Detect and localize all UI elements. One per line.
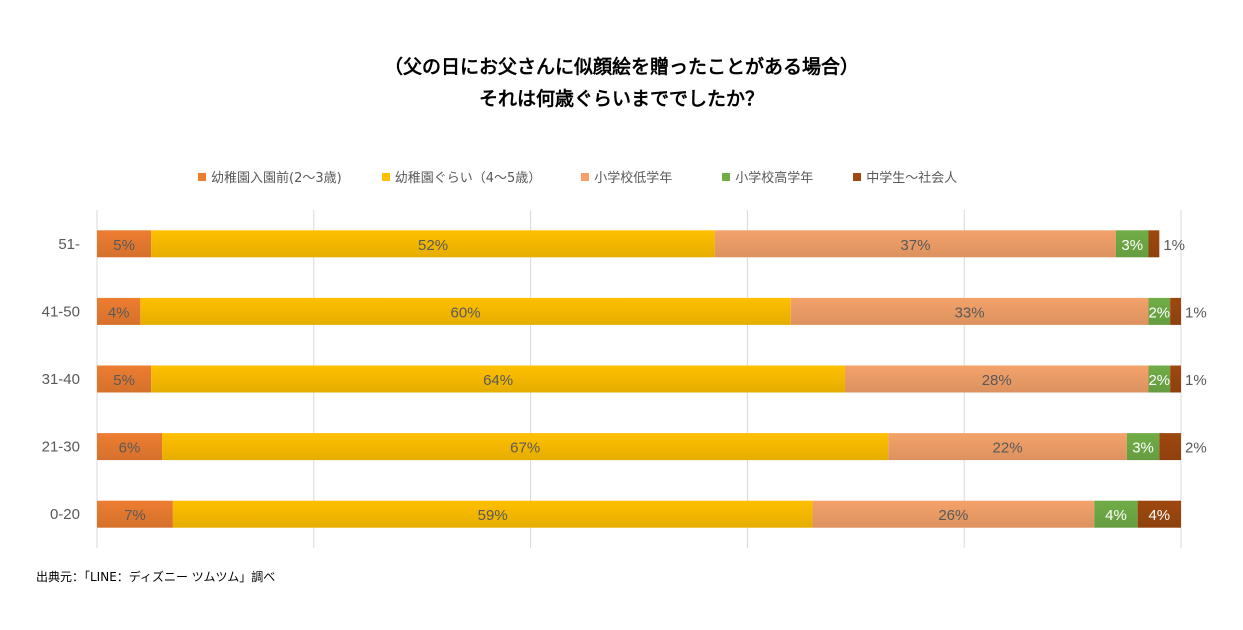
data-label: 59% xyxy=(478,507,508,524)
legend-item: 小学校低学年 xyxy=(581,167,672,186)
legend-label: 幼稚園入園前(2～3歳) xyxy=(211,171,342,186)
data-label: 64% xyxy=(483,372,513,389)
bar-segment xyxy=(172,500,813,528)
bar-segment xyxy=(1148,297,1171,325)
bar-segment xyxy=(140,297,791,325)
bar-segment xyxy=(1148,230,1160,258)
data-label: 2% xyxy=(1148,372,1170,389)
data-label: 52% xyxy=(418,237,448,254)
data-label: 4% xyxy=(1148,507,1170,524)
legend-swatch xyxy=(581,172,590,181)
legend-swatch xyxy=(853,172,862,181)
legend: 幼稚園入園前(2～3歳) 幼稚園ぐらい（4～5歳） 小学校低学年 小学校高学年 中学生～… xyxy=(198,167,957,186)
data-label: 22% xyxy=(993,440,1023,457)
chart-title-line1: （父の日にお父さんに似顔絵を贈ったことがある場合） xyxy=(383,56,859,78)
bar-segment xyxy=(888,433,1127,461)
category-label: 41-50 xyxy=(42,303,80,320)
data-label: 6% xyxy=(119,440,141,457)
bar-segment xyxy=(97,500,173,528)
bar-segment xyxy=(162,433,889,461)
legend-label: 中学生～社会人 xyxy=(866,171,958,186)
bar-segment xyxy=(1170,297,1181,325)
data-label: 67% xyxy=(510,440,540,457)
bar-segment xyxy=(97,230,152,258)
data-label: 5% xyxy=(113,372,135,389)
legend-label: 小学校低学年 xyxy=(594,171,673,186)
data-label: 2% xyxy=(1185,440,1207,457)
bar-segment xyxy=(844,365,1149,393)
legend-item: 小学校高学年 xyxy=(722,167,813,186)
legend-item: 幼稚園ぐらい（4～5歳） xyxy=(381,167,542,186)
bar-segment xyxy=(1094,500,1138,528)
data-label: 1% xyxy=(1185,304,1207,321)
bar-segment xyxy=(1148,365,1171,393)
bar-segment xyxy=(1115,230,1149,258)
bar-segment xyxy=(714,230,1116,258)
legend-swatch xyxy=(722,172,731,181)
bar-segment xyxy=(1126,433,1160,461)
category-label: 51- xyxy=(58,236,80,253)
source-note: 出典元：「LINE：ディズニー ツムツム」調べ xyxy=(36,570,276,584)
bar-segment xyxy=(790,297,1149,325)
legend-label: 幼稚園ぐらい（4～5歳） xyxy=(394,171,542,186)
legend-item: 中学生～社会人 xyxy=(853,167,957,186)
data-label: 4% xyxy=(108,304,130,321)
bar-segment xyxy=(1159,433,1181,461)
data-label: 33% xyxy=(955,304,985,321)
data-label: 3% xyxy=(1132,440,1154,457)
data-label: 60% xyxy=(451,304,481,321)
data-label: 26% xyxy=(938,507,968,524)
legend-swatch xyxy=(198,172,206,181)
legend-label: 小学校高学年 xyxy=(735,171,814,186)
legend-swatch xyxy=(381,172,390,181)
category-label: 31-40 xyxy=(42,371,80,388)
category-label: 0-20 xyxy=(50,506,80,523)
bar-segment xyxy=(1170,365,1181,393)
data-label: 5% xyxy=(113,237,135,254)
data-label: 4% xyxy=(1105,507,1127,524)
bar-segment xyxy=(151,230,715,258)
bar-segment xyxy=(97,365,152,393)
chart-title-line2: それは何歳ぐらいまででしたか？ xyxy=(478,88,764,110)
bar-segment xyxy=(1137,500,1181,528)
data-label: 1% xyxy=(1163,237,1185,254)
data-label: 37% xyxy=(900,237,930,254)
data-label: 3% xyxy=(1121,237,1143,254)
data-label: 28% xyxy=(982,372,1012,389)
bar-segment xyxy=(97,297,141,325)
legend-item: 幼稚園入園前(2～3歳) xyxy=(198,167,342,186)
bar-segment xyxy=(97,433,163,461)
bar-segment xyxy=(812,500,1095,528)
category-label: 21-30 xyxy=(42,439,80,456)
data-label: 7% xyxy=(124,507,146,524)
data-label: 1% xyxy=(1185,372,1207,389)
data-label: 2% xyxy=(1148,304,1170,321)
bar-segment xyxy=(151,365,845,393)
